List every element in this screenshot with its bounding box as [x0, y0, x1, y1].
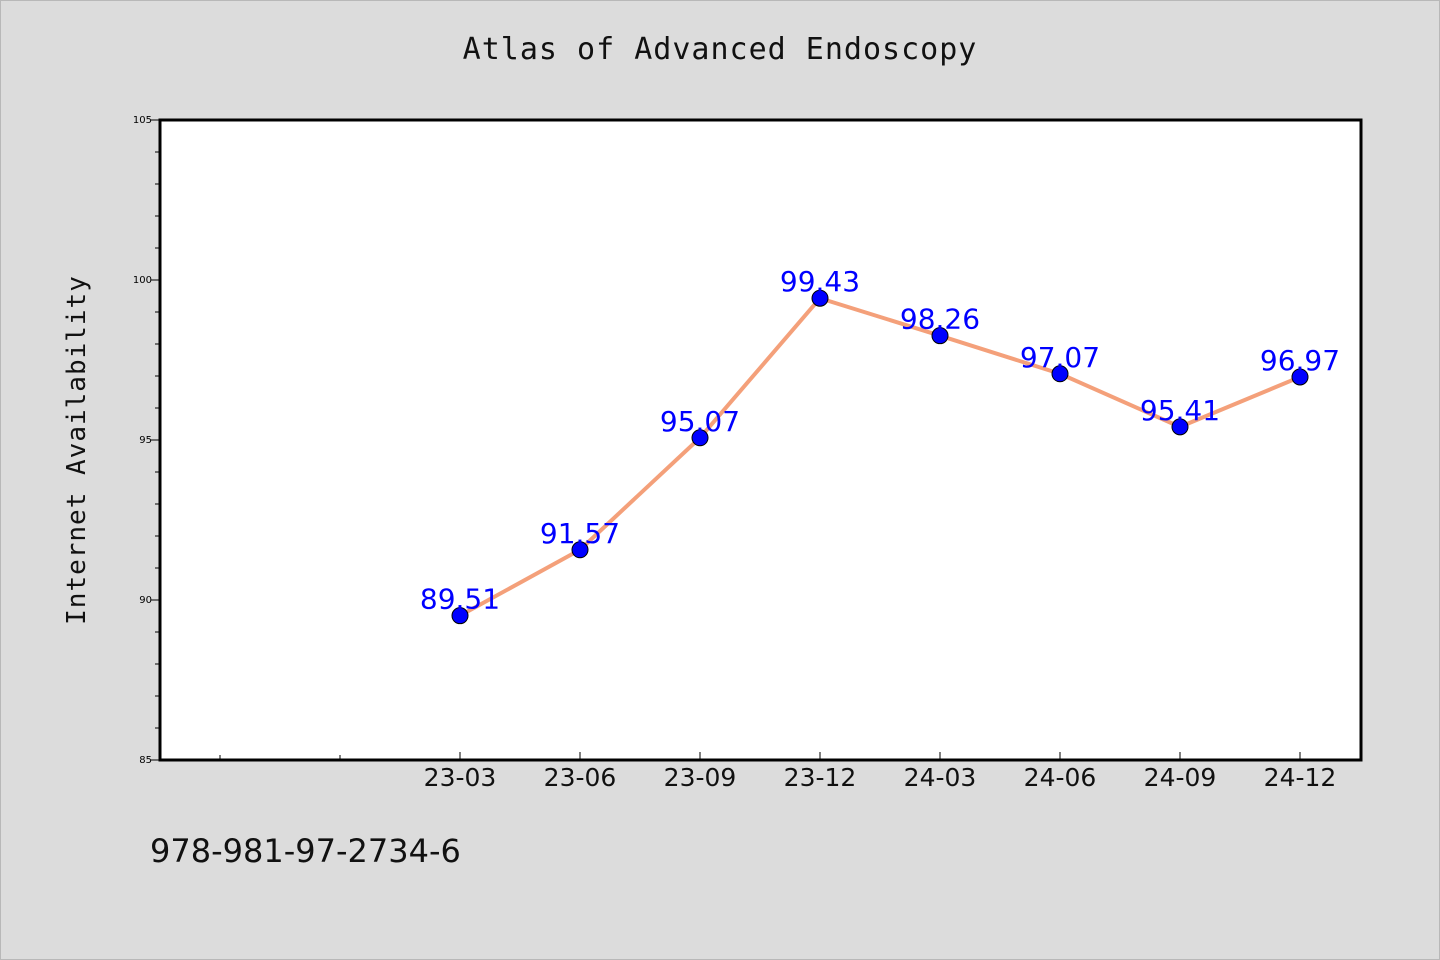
data-point: [1171, 418, 1189, 436]
data-label-layer: 89.51 91.57 95.07 99.43 98.26 97.07 95.41 96.97: [420, 265, 1340, 615]
x-tick-label: 23-03: [424, 763, 497, 792]
series-line: [459, 296, 1301, 618]
data-point: [571, 541, 589, 559]
y-axis: 85 90 95 100 105: [133, 115, 160, 766]
x-tick-label: 23-06: [544, 763, 617, 792]
y-tick-label: 90: [139, 595, 152, 606]
data-label: 91.57: [540, 517, 620, 550]
x-axis: 23-03 23-06 23-09 23-12 24-03 24-06 24-09 24-12: [219, 752, 1337, 792]
y-tick-label: 85: [139, 755, 152, 766]
data-point: [1291, 368, 1309, 386]
data-label: 97.07: [1020, 341, 1100, 374]
data-point: [931, 327, 949, 345]
data-point: [691, 429, 709, 447]
x-tick-label: 24-03: [904, 763, 977, 792]
x-tick-label: 23-09: [664, 763, 737, 792]
y-tick-label: 95: [139, 435, 152, 446]
y-axis-label: Internet Availability: [62, 275, 92, 625]
data-point: [811, 289, 829, 307]
series-layer: [451, 289, 1309, 625]
footer-isbn: 978-981-97-2734-6: [150, 832, 461, 870]
data-point: [1051, 365, 1069, 383]
chart-title: Atlas of Advanced Endoscopy: [462, 32, 978, 67]
y-tick-label: 105: [133, 115, 152, 126]
data-label: 89.51: [420, 583, 500, 616]
data-label: 99.43: [780, 265, 860, 298]
data-label: 98.26: [900, 303, 980, 336]
x-tick-label: 24-06: [1024, 763, 1097, 792]
plot-area: [158, 118, 1363, 762]
y-tick-label: 100: [133, 275, 152, 286]
x-tick-label: 24-09: [1144, 763, 1217, 792]
data-label: 95.41: [1140, 394, 1220, 427]
x-tick-label: 23-12: [784, 763, 857, 792]
data-label: 95.07: [660, 405, 740, 438]
x-tick-label: 24-12: [1264, 763, 1337, 792]
data-point: [451, 607, 469, 625]
data-label: 96.97: [1260, 344, 1340, 377]
